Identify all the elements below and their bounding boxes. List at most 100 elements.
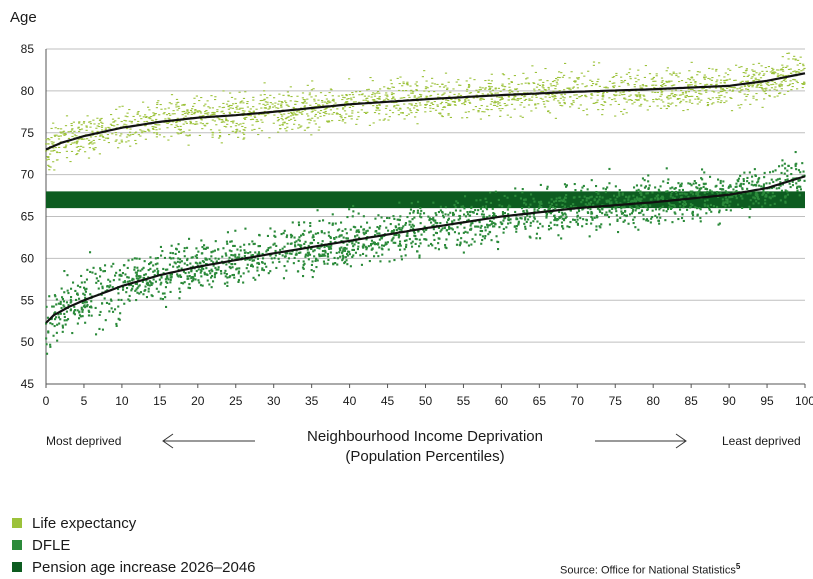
dfle-dot — [732, 188, 735, 191]
life-expectancy-dot — [325, 98, 328, 100]
life-expectancy-dot — [128, 109, 131, 111]
dfle-dot — [56, 323, 59, 326]
dfle-dot — [234, 255, 237, 258]
dfle-dot — [135, 257, 138, 260]
life-expectancy-dot — [203, 124, 206, 126]
dfle-dot — [726, 200, 729, 203]
life-expectancy-dot — [499, 104, 502, 106]
life-expectancy-dot — [425, 103, 428, 105]
life-expectancy-dot — [630, 99, 633, 101]
life-expectancy-dot — [790, 89, 793, 91]
dfle-dot — [142, 266, 145, 269]
y-tick-label: 45 — [21, 377, 35, 391]
dfle-dot — [756, 181, 759, 184]
dfle-dot — [254, 251, 257, 254]
dfle-dot — [593, 199, 596, 202]
life-expectancy-dot — [50, 127, 53, 129]
dfle-dot — [465, 241, 468, 244]
dfle-dot — [635, 204, 638, 207]
life-expectancy-dot — [487, 93, 490, 95]
dfle-dot — [411, 223, 414, 226]
dfle-dot — [61, 296, 64, 299]
dfle-dot — [768, 196, 771, 199]
dfle-dot — [746, 192, 749, 195]
dfle-dot — [115, 322, 118, 325]
life-expectancy-dot — [577, 78, 580, 80]
dfle-dot — [416, 209, 419, 212]
dfle-dot — [595, 195, 598, 198]
life-expectancy-dot — [410, 92, 413, 94]
dfle-dot — [444, 213, 447, 216]
life-expectancy-dot — [676, 98, 679, 100]
dfle-dot — [161, 250, 164, 253]
life-expectancy-dot — [523, 92, 526, 94]
dfle-dot — [103, 270, 106, 273]
x-tick-label: 100 — [795, 394, 813, 408]
life-expectancy-dot — [144, 131, 147, 133]
dfle-dot — [452, 213, 455, 216]
life-expectancy-dot — [606, 91, 609, 93]
life-expectancy-dot — [690, 76, 693, 78]
life-expectancy-dot — [510, 81, 513, 83]
life-expectancy-dot — [572, 101, 575, 103]
life-expectancy-dot — [682, 99, 685, 101]
life-expectancy-dot — [372, 92, 375, 94]
life-expectancy-dot — [537, 83, 540, 85]
dfle-dot — [533, 217, 536, 220]
dfle-dot — [702, 185, 705, 188]
dfle-dot — [393, 217, 396, 220]
dfle-dot — [563, 205, 566, 208]
dfle-dot — [408, 238, 411, 241]
life-expectancy-dot — [308, 122, 311, 124]
life-expectancy-dot — [284, 100, 287, 102]
dfle-dot — [631, 199, 634, 202]
life-expectancy-dot — [387, 99, 390, 101]
dfle-dot — [492, 225, 495, 228]
dfle-dot — [80, 315, 83, 318]
life-expectancy-dot — [508, 86, 511, 88]
dfle-dot — [371, 247, 374, 250]
dfle-dot — [537, 207, 540, 210]
dfle-dot — [66, 289, 69, 292]
dfle-dot — [524, 198, 527, 201]
life-expectancy-dot — [709, 99, 712, 101]
dfle-dot — [728, 185, 731, 188]
dfle-dot — [123, 264, 126, 267]
dfle-dot — [797, 179, 800, 182]
life-expectancy-dot — [378, 98, 381, 100]
dfle-dot — [703, 204, 706, 207]
life-expectancy-dot — [786, 65, 789, 67]
dfle-dot — [399, 244, 402, 247]
dfle-dot — [228, 249, 231, 252]
life-expectancy-dot — [294, 103, 297, 105]
dfle-dot — [366, 229, 369, 232]
dfle-dot — [126, 276, 129, 279]
life-expectancy-dot — [694, 84, 697, 86]
dfle-dot — [88, 306, 91, 309]
dfle-dot — [636, 196, 639, 199]
dfle-dot — [359, 254, 362, 257]
dfle-dot — [796, 186, 799, 189]
dfle-dot — [488, 224, 491, 227]
life-expectancy-dot — [178, 107, 181, 109]
dfle-dot — [575, 221, 578, 224]
dfle-dot — [135, 273, 138, 276]
dfle-dot — [692, 182, 695, 185]
life-expectancy-dot — [96, 125, 99, 127]
life-expectancy-dot — [515, 88, 519, 90]
dfle-dot — [326, 252, 329, 255]
life-expectancy-dot — [639, 105, 642, 107]
life-expectancy-dot — [715, 70, 718, 72]
dfle-dot — [728, 196, 731, 199]
life-expectancy-dot — [241, 107, 244, 109]
life-expectancy-dot — [99, 134, 102, 136]
life-expectancy-dot — [348, 78, 351, 80]
dfle-dot — [540, 200, 543, 203]
dfle-dot — [249, 251, 252, 254]
x-tick-label: 10 — [115, 394, 129, 408]
dfle-dot — [50, 318, 53, 321]
life-expectancy-dot — [80, 137, 83, 139]
life-expectancy-dot — [496, 92, 499, 94]
life-expectancy-dot — [761, 70, 764, 72]
life-expectancy-dot — [282, 94, 285, 96]
